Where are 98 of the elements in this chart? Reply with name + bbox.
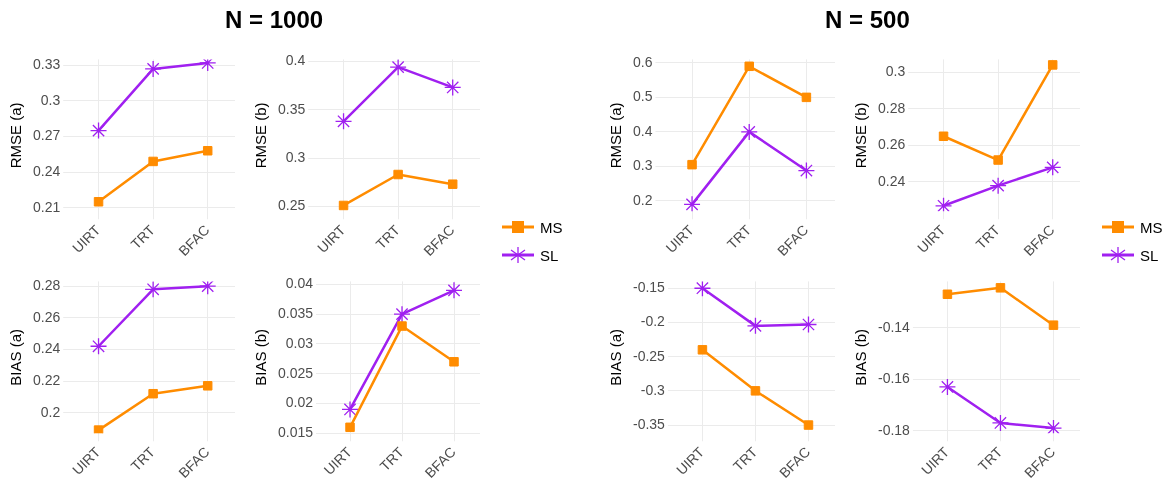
point [799,315,818,334]
y-axis-title: BIAS (b) [252,328,270,386]
y-tick-label: 0.3 [40,91,61,108]
point [144,281,162,298]
point [202,146,213,156]
y-tick-label: 0.3 [885,63,906,80]
point [995,283,1006,293]
point [740,123,758,141]
y-tick-label: 0.3 [632,157,653,174]
point [199,281,217,295]
legend-label: MS [540,218,563,236]
point [449,357,459,367]
y-axis-title: BIAS (a) [607,328,625,386]
y-tick-label: -0.35 [632,415,666,432]
point [942,289,953,300]
y-tick-label: 0.035 [277,305,314,322]
point [445,281,463,299]
point [687,159,697,170]
point [1047,60,1058,70]
y-tick-label: -0.25 [632,347,666,364]
point [93,197,104,207]
y-tick-label: 0.015 [277,424,314,441]
point [148,156,158,167]
y-axis-title: RMSE (b) [252,102,270,169]
chart-title: N = 1000 [225,6,324,34]
point [447,179,458,189]
point [1048,320,1059,330]
legend-label: MS [1140,218,1163,236]
y-tick-label: 0.4 [632,122,653,139]
legend-label: SL [1140,246,1159,264]
point [148,388,158,399]
point [1044,158,1062,176]
y-tick-label: 0.03 [285,334,314,351]
y-tick-label: 0.02 [285,394,314,411]
y-tick-label: 0.26 [33,308,61,325]
y-tick-label: 0.21 [33,198,61,215]
y-tick-label: 0.04 [285,275,314,292]
point [1044,419,1063,434]
point [389,59,407,76]
y-tick-label: 0.24 [878,172,906,189]
point [345,422,355,433]
y-tick-label: 0.28 [33,277,61,294]
y-tick-label: -0.2 [640,313,666,330]
point [697,345,708,355]
point [993,155,1003,165]
y-tick-label: 0.33 [33,56,61,73]
point [334,112,353,130]
y-tick-label: 0.24 [33,340,61,357]
y-tick-label: 0.4 [285,52,306,69]
y-tick-label: 0.22 [33,371,61,388]
point [393,305,411,323]
point [797,161,816,180]
y-axis-title: BIAS (b) [852,328,870,386]
y-tick-label: -0.16 [877,370,911,387]
point [397,321,407,331]
point [938,378,957,396]
legend-label: SL [540,246,559,264]
point [93,425,104,434]
y-tick-label: 0.35 [278,100,306,117]
point [693,281,712,297]
y-axis-title: BIAS (a) [7,328,25,386]
point [444,78,462,97]
y-tick-label: 0.25 [278,197,306,214]
point [202,381,213,391]
y-tick-label: -0.18 [877,421,911,438]
point [991,414,1010,432]
point [683,195,701,212]
point [89,337,108,355]
point [144,60,162,78]
y-tick-label: 0.26 [878,136,906,153]
x-tick-label: TRT [723,221,755,253]
y-tick-label: -0.15 [632,279,666,296]
point [750,386,761,396]
y-tick-label: 0.3 [285,148,306,165]
y-tick-label: 0.28 [878,99,906,116]
point [801,92,812,103]
y-tick-label: 0.5 [632,88,653,105]
y-tick-label: 0.025 [277,364,314,381]
y-tick-label: -0.14 [877,318,911,335]
y-tick-label: 0.2 [40,403,61,420]
point [89,121,108,140]
point [938,131,949,141]
y-tick-label: 0.6 [632,53,653,70]
point [338,200,349,211]
point [744,61,754,72]
y-tick-label: 0.24 [33,162,61,179]
y-axis-title: RMSE (a) [7,102,25,169]
y-tick-label: -0.3 [640,381,666,398]
point [393,169,403,180]
y-tick-label: 0.2 [632,191,653,208]
point [803,420,814,430]
chart-title: N = 500 [825,6,910,34]
point [934,197,953,212]
point [341,400,359,419]
y-tick-label: 0.27 [33,127,61,144]
y-axis-title: RMSE (a) [607,102,625,169]
y-axis-title: RMSE (b) [852,102,870,169]
point [989,177,1007,195]
